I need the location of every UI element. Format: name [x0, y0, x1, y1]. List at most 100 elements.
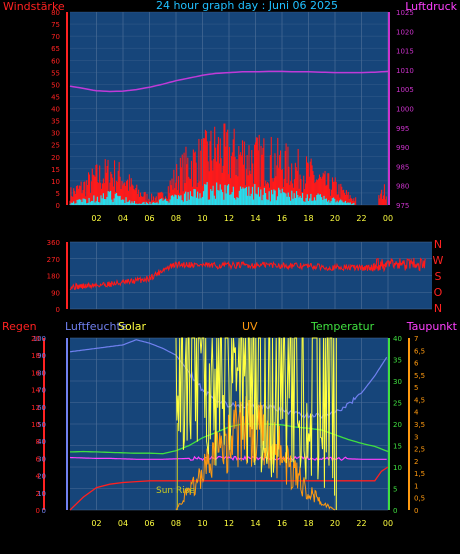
time-tick-label: 14 — [250, 214, 260, 223]
temperature-tick-label: 10 — [393, 464, 402, 472]
pressure-tick-label: 1000 — [396, 106, 414, 114]
time-tick-label: 02 — [91, 214, 101, 223]
time-tick-label: 20 — [330, 214, 340, 223]
wind-pressure-ticks: 0510152025303540455055606570758097598098… — [51, 9, 414, 223]
pressure-tick-label: 1015 — [396, 48, 414, 56]
rain-tick-label: 6 — [36, 455, 41, 463]
direction-tick-label: 180 — [47, 273, 60, 281]
time-tick-label: 16 — [277, 519, 287, 528]
compass-label: S — [435, 270, 442, 283]
time-tick-label: 18 — [303, 519, 313, 528]
pressure-tick-label: 985 — [396, 163, 409, 171]
wind-direction-series — [69, 257, 426, 291]
humidity-tick-label: 80 — [37, 369, 46, 377]
solar-temperature-ticks: 0510152025303540010203040506070809010002… — [31, 335, 425, 528]
pressure-tick-label: 1020 — [396, 28, 414, 36]
humidity-label: Luftfeuchte — [65, 320, 128, 333]
rain-tick-label: 0 — [36, 507, 40, 515]
rain-tick-label: 14 — [31, 387, 40, 395]
humidity-tick-label: 20 — [37, 473, 46, 481]
time-tick-label: 08 — [171, 519, 181, 528]
wind-tick-label: 80 — [51, 9, 60, 17]
temperature-tick-label: 25 — [393, 400, 402, 408]
wind-tick-label: 25 — [51, 142, 60, 150]
wind-direction-line — [69, 260, 388, 291]
humidity-tick-label: 60 — [37, 404, 46, 412]
wind-tick-label: 20 — [51, 154, 60, 162]
temperature-tick-label: 15 — [393, 443, 402, 451]
solar-label: Solar — [118, 320, 147, 333]
sunrise-label: Sun Rise — [156, 486, 195, 496]
time-tick-label: 06 — [144, 214, 154, 223]
uv-label: UV — [242, 320, 258, 333]
compass-label: W — [433, 254, 444, 267]
time-tick-label: 00 — [383, 519, 393, 528]
solar-temperature-series — [69, 337, 389, 511]
rain-tick-label: 18 — [31, 352, 40, 360]
wind-tick-label: 45 — [51, 93, 60, 101]
humidity-tick-label: 90 — [37, 352, 46, 360]
wind-pressure-series — [69, 70, 389, 205]
uv-tick-label: 0,5 — [414, 495, 425, 503]
humidity-tick-label: 50 — [37, 421, 46, 429]
wind-tick-label: 10 — [51, 178, 60, 186]
time-tick-label: 14 — [250, 519, 260, 528]
humidity-tick-label: 10 — [37, 490, 46, 498]
humidity-tick-label: 30 — [37, 455, 46, 463]
wind-tick-label: 0 — [56, 202, 60, 210]
time-tick-label: 06 — [144, 519, 154, 528]
wind-direction-line-extended — [371, 257, 426, 273]
time-tick-label: 08 — [171, 214, 181, 223]
temperature-tick-label: 5 — [393, 486, 397, 494]
time-tick-label: 02 — [91, 519, 101, 528]
humidity-tick-label: 0 — [42, 507, 46, 515]
pressure-tick-label: 980 — [396, 183, 409, 191]
time-tick-label: 04 — [118, 214, 128, 223]
rain-label: Regen — [2, 320, 37, 333]
direction-tick-label: 360 — [47, 239, 60, 247]
compass-label: N — [434, 238, 442, 251]
wind-pressure-chart: Windstärke 24 hour graph day : Juni 06 2… — [3, 0, 458, 223]
uv-tick-label: 1,5 — [414, 470, 425, 478]
uv-tick-label: 3 — [414, 433, 418, 441]
humidity-tick-label: 100 — [33, 335, 46, 343]
uv-tick-label: 1 — [414, 482, 418, 490]
uv-line — [175, 396, 336, 511]
rain-line — [69, 466, 389, 511]
wind-tick-label: 75 — [51, 21, 60, 29]
direction-tick-label: 90 — [51, 289, 60, 297]
temperature-tick-label: 30 — [393, 378, 402, 386]
rain-tick-label: 8 — [36, 438, 40, 446]
wind-tick-label: 35 — [51, 118, 60, 126]
pressure-tick-label: 1010 — [396, 67, 414, 75]
wind-tick-label: 40 — [51, 106, 60, 114]
direction-tick-label: 0 — [56, 306, 60, 314]
temperature-label: Temperatur — [310, 320, 375, 333]
uv-tick-label: 2 — [414, 458, 418, 466]
pressure-tick-label: 995 — [396, 125, 409, 133]
pressure-tick-label: 990 — [396, 144, 409, 152]
uv-tick-label: 0 — [414, 507, 418, 515]
time-tick-label: 04 — [118, 519, 128, 528]
time-tick-label: 18 — [303, 214, 313, 223]
temperature-tick-label: 35 — [393, 357, 402, 365]
time-tick-label: 22 — [356, 519, 366, 528]
rain-tick-label: 20 — [31, 335, 40, 343]
pressure-tick-label: 1005 — [396, 86, 414, 94]
uv-tick-label: 4 — [414, 409, 419, 417]
rain-tick-label: 10 — [31, 421, 40, 429]
time-tick-label: 10 — [197, 214, 207, 223]
pressure-line — [69, 70, 389, 93]
uv-tick-label: 5,5 — [414, 372, 425, 380]
time-tick-label: 12 — [224, 519, 234, 528]
temperature-tick-label: 40 — [393, 335, 402, 343]
uv-tick-label: 6,5 — [414, 347, 425, 355]
wind-tick-label: 60 — [51, 57, 60, 65]
time-tick-label: 22 — [356, 214, 366, 223]
uv-tick-label: 3,5 — [414, 421, 425, 429]
wind-tick-label: 55 — [51, 69, 60, 77]
solar-temperature-chart: Regen Luftfeuchte Solar UV Temperatur Ta… — [2, 320, 458, 528]
uv-tick-label: 2,5 — [414, 446, 425, 454]
rain-tick-label: 16 — [31, 369, 40, 377]
